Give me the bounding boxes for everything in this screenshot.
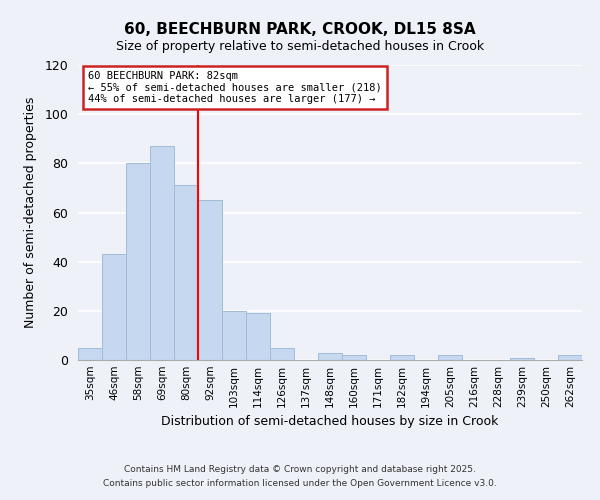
Text: Contains public sector information licensed under the Open Government Licence v3: Contains public sector information licen… <box>103 479 497 488</box>
Text: Contains HM Land Registry data © Crown copyright and database right 2025.: Contains HM Land Registry data © Crown c… <box>124 466 476 474</box>
Bar <box>150 146 174 360</box>
Bar <box>174 186 198 360</box>
Text: 60 BEECHBURN PARK: 82sqm
← 55% of semi-detached houses are smaller (218)
44% of : 60 BEECHBURN PARK: 82sqm ← 55% of semi-d… <box>88 71 382 104</box>
Bar <box>390 355 414 360</box>
Bar <box>246 314 270 360</box>
Bar <box>270 348 294 360</box>
Text: 60, BEECHBURN PARK, CROOK, DL15 8SA: 60, BEECHBURN PARK, CROOK, DL15 8SA <box>124 22 476 38</box>
Bar <box>78 348 102 360</box>
X-axis label: Distribution of semi-detached houses by size in Crook: Distribution of semi-detached houses by … <box>161 416 499 428</box>
Bar <box>318 352 342 360</box>
Bar <box>438 355 462 360</box>
Bar <box>342 355 366 360</box>
Bar <box>198 200 222 360</box>
Bar <box>510 358 534 360</box>
Text: Size of property relative to semi-detached houses in Crook: Size of property relative to semi-detach… <box>116 40 484 53</box>
Bar <box>558 355 582 360</box>
Y-axis label: Number of semi-detached properties: Number of semi-detached properties <box>25 97 37 328</box>
Bar <box>102 254 126 360</box>
Bar <box>126 164 150 360</box>
Bar <box>222 311 246 360</box>
